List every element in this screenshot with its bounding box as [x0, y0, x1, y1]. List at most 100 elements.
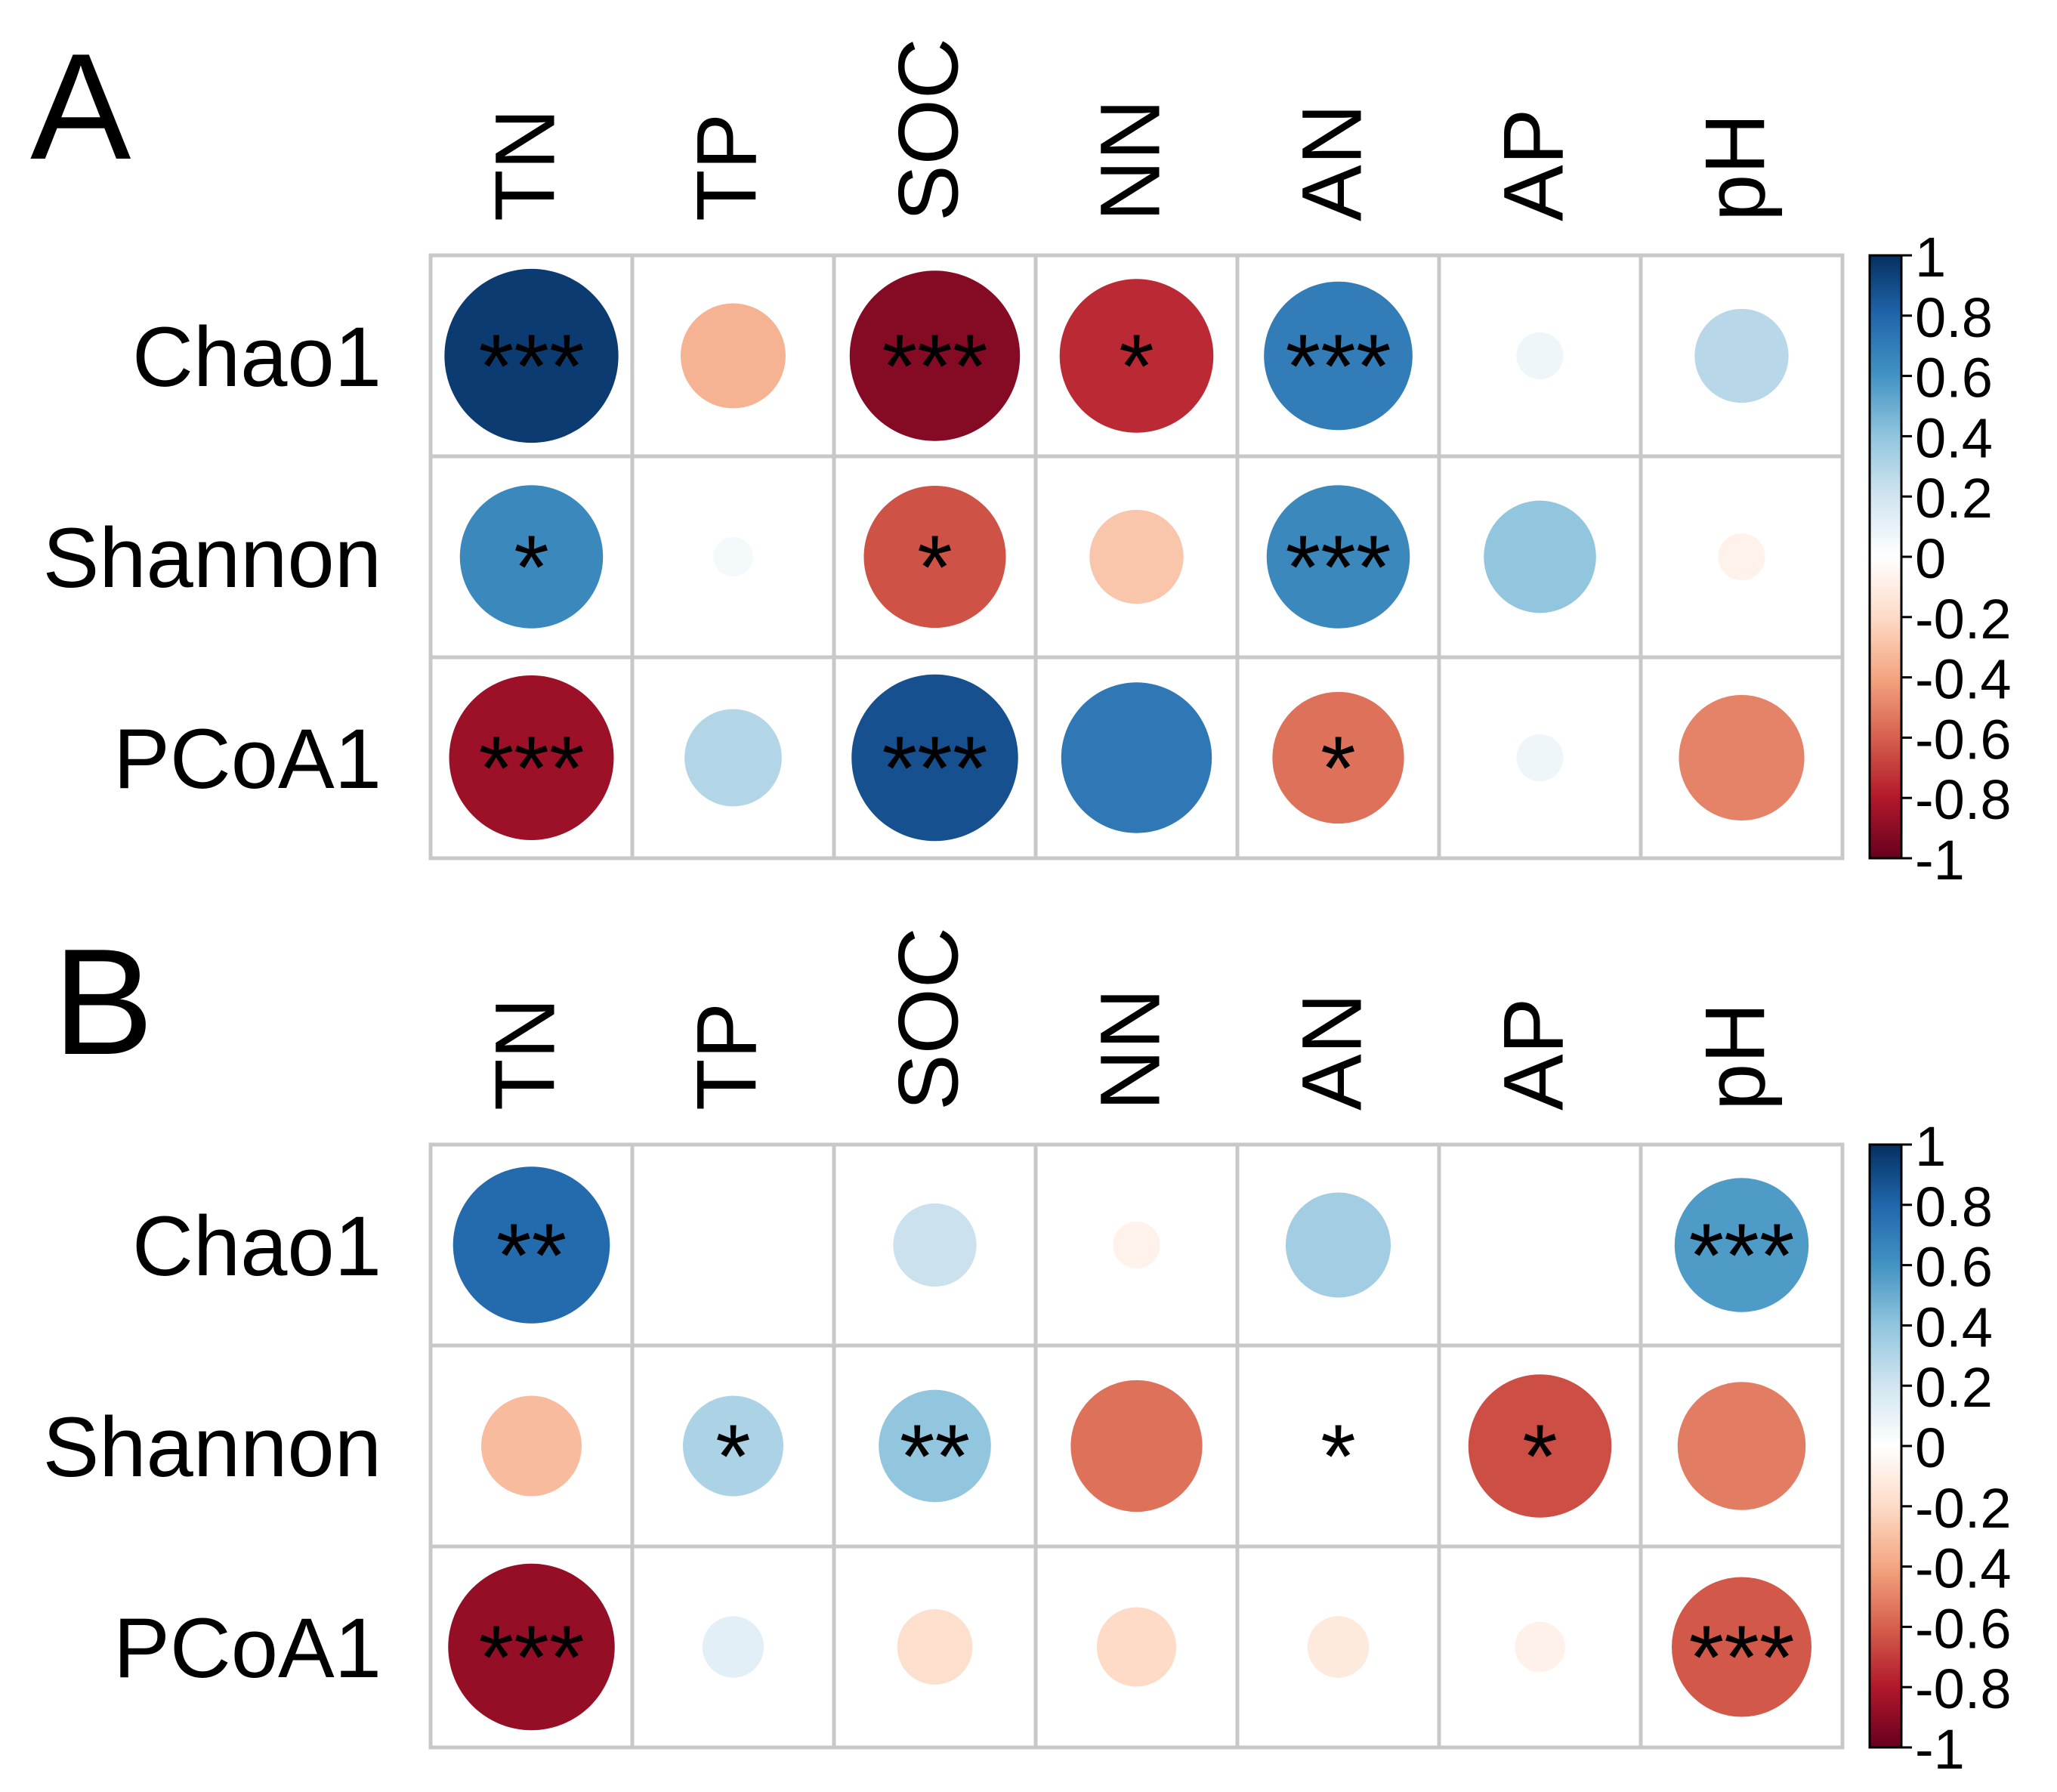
correlation-circle — [1468, 1374, 1612, 1518]
column-label: pH — [1688, 1003, 1783, 1111]
correlation-circle — [1113, 1221, 1160, 1269]
column-label: NN — [1083, 99, 1178, 221]
significance-stars: * — [917, 517, 953, 618]
colorbar-tick-label: -0.4 — [1915, 648, 2012, 711]
colorbar-tick-label: -0.2 — [1915, 1477, 2012, 1540]
colorbar-tick-label: 0.8 — [1915, 286, 1993, 349]
colorbar-tick-label: -0.6 — [1915, 708, 2012, 771]
colorbar-tick-label: 0.8 — [1915, 1176, 1993, 1238]
correlation-circle — [1694, 308, 1789, 403]
correlation-circle — [683, 1395, 783, 1497]
correlation-circle — [1059, 279, 1214, 433]
correlation-circle — [893, 1203, 977, 1287]
correlation-circle — [444, 268, 619, 443]
correlation-circle — [1677, 1382, 1806, 1510]
colorbar-tick-label: 0.6 — [1915, 347, 1993, 409]
correlation-circle — [1679, 694, 1805, 821]
column-label: TN — [478, 998, 573, 1111]
correlation-circle — [1096, 1607, 1177, 1687]
significance-stars: * — [1119, 316, 1154, 417]
row-label: PCoA1 — [113, 712, 381, 806]
significance-stars: * — [514, 517, 549, 618]
correlation-circle — [879, 1389, 991, 1503]
significance-stars: * — [1320, 718, 1356, 819]
colorbar-tick-label: 0.4 — [1915, 406, 1993, 469]
correlation-circle — [863, 486, 1006, 628]
colorbar-tick-label: 1 — [1915, 1115, 1946, 1178]
colorbar-tick-label: -0.6 — [1915, 1597, 2012, 1660]
correlation-circle — [1089, 509, 1184, 604]
significance-stars: ** — [900, 1406, 970, 1507]
correlation-circle — [459, 485, 604, 629]
colorbar-tick-label: -1 — [1915, 1718, 1965, 1781]
column-label: TP — [680, 113, 774, 221]
correlation-circle — [449, 675, 614, 840]
row-label: Chao1 — [132, 310, 381, 404]
correlation-circle — [1515, 1621, 1565, 1673]
colorbar — [1868, 254, 1903, 860]
correlation-circle — [1674, 1178, 1809, 1312]
correlation-circle — [713, 536, 753, 577]
correlation-circle — [849, 270, 1021, 441]
column-label: AP — [1487, 998, 1581, 1111]
significance-stars: *** — [478, 316, 584, 417]
correlation-circle — [1484, 500, 1596, 613]
correlation-circle — [1516, 734, 1564, 782]
colorbar-tick-label: -0.4 — [1915, 1537, 2012, 1600]
significance-stars: *** — [1285, 316, 1391, 417]
correlation-circle — [851, 674, 1018, 842]
panel-label: B — [53, 918, 153, 1086]
significance-stars: *** — [882, 718, 987, 819]
colorbar-tick-label: -0.2 — [1915, 588, 2012, 650]
correlation-circle — [1718, 533, 1765, 581]
row-label: Shannon — [43, 1400, 381, 1494]
significance-stars: *** — [478, 1607, 584, 1708]
correlation-circle — [1061, 682, 1212, 833]
column-label: SOC — [882, 927, 976, 1111]
significance-stars: *** — [882, 316, 987, 417]
column-label: pH — [1688, 113, 1783, 221]
row-label: PCoA1 — [113, 1601, 381, 1695]
colorbar-tick-label: -0.8 — [1915, 1658, 2012, 1720]
correlation-circle — [702, 1616, 764, 1678]
significance-stars: * — [1320, 1406, 1356, 1507]
colorbar — [1868, 1143, 1903, 1749]
significance-stars: *** — [478, 718, 584, 819]
column-label: AP — [1487, 109, 1581, 221]
significance-stars: *** — [1688, 1205, 1794, 1306]
correlation-circle — [897, 1609, 973, 1685]
correlation-circle — [448, 1563, 615, 1731]
colorbar-tick-label: 0 — [1915, 527, 1946, 590]
significance-stars: *** — [1285, 517, 1391, 618]
correlation-circle — [1307, 1616, 1370, 1678]
correlation-circle — [684, 709, 782, 807]
colorbar-tick-label: 0.2 — [1915, 1356, 1993, 1419]
correlation-circle — [1272, 691, 1404, 824]
panel-label: A — [30, 23, 131, 191]
significance-stars: * — [1522, 1406, 1558, 1507]
correlation-circle — [1264, 281, 1413, 431]
correlation-circle — [1516, 332, 1564, 380]
correlation-circle — [1266, 485, 1410, 629]
correlation-circle — [1285, 1192, 1391, 1298]
column-label: SOC — [882, 38, 976, 221]
column-label: TP — [680, 1003, 774, 1111]
correlation-circle — [1671, 1577, 1812, 1717]
colorbar-tick-label: -0.8 — [1915, 768, 2012, 831]
colorbar-tick-label: 0.4 — [1915, 1296, 1993, 1358]
colorbar-tick-label: -1 — [1915, 829, 1965, 891]
correlation-circle — [452, 1166, 610, 1324]
column-label: AN — [1285, 104, 1379, 221]
significance-stars: ** — [496, 1205, 567, 1306]
correlation-circle — [1070, 1380, 1203, 1512]
colorbar-tick-label: 0.6 — [1915, 1236, 1993, 1299]
column-label: TN — [478, 109, 573, 221]
row-label: Chao1 — [132, 1199, 381, 1293]
correlation-circle — [680, 303, 786, 409]
column-label: AN — [1285, 993, 1379, 1111]
colorbar-tick-label: 0 — [1915, 1417, 1946, 1479]
column-label: NN — [1083, 988, 1178, 1111]
